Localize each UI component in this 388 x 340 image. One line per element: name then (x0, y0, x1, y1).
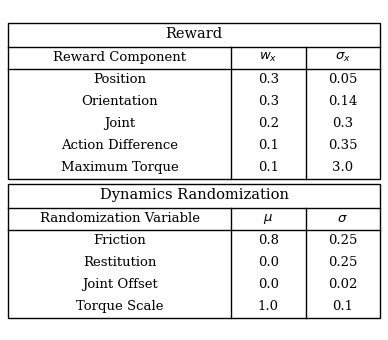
Text: Joint Offset: Joint Offset (82, 278, 158, 291)
Text: 0.14: 0.14 (328, 95, 357, 108)
Text: Reward Component: Reward Component (53, 51, 186, 64)
Text: 1.0: 1.0 (258, 300, 279, 313)
Text: 0.1: 0.1 (332, 300, 353, 313)
Text: 0.0: 0.0 (258, 278, 279, 291)
Text: 0.3: 0.3 (258, 95, 279, 108)
Text: Randomization Variable: Randomization Variable (40, 212, 199, 225)
Text: $w_x$: $w_x$ (259, 51, 277, 64)
Text: Orientation: Orientation (81, 95, 158, 108)
Text: Reward: Reward (165, 28, 223, 41)
Text: 0.05: 0.05 (328, 73, 357, 86)
Text: $\sigma_x$: $\sigma_x$ (335, 51, 351, 64)
Text: 0.35: 0.35 (328, 139, 358, 152)
Text: 0.3: 0.3 (258, 73, 279, 86)
Text: Restitution: Restitution (83, 256, 156, 269)
Text: Action Difference: Action Difference (61, 139, 178, 152)
Text: 0.1: 0.1 (258, 161, 279, 174)
Text: 0.8: 0.8 (258, 234, 279, 247)
Text: 0.25: 0.25 (328, 234, 357, 247)
Bar (8, 184, 380, 318)
Text: Dynamics Randomization: Dynamics Randomization (99, 188, 289, 203)
Text: 0.3: 0.3 (332, 117, 353, 130)
Text: 0.2: 0.2 (258, 117, 279, 130)
Text: $\sigma$: $\sigma$ (338, 212, 348, 225)
Text: Position: Position (93, 73, 146, 86)
Text: Friction: Friction (93, 234, 146, 247)
Text: 0.0: 0.0 (258, 256, 279, 269)
Text: 3.0: 3.0 (332, 161, 353, 174)
Text: Maximum Torque: Maximum Torque (61, 161, 178, 174)
Bar (8, 22, 380, 178)
Text: 0.1: 0.1 (258, 139, 279, 152)
Text: Torque Scale: Torque Scale (76, 300, 163, 313)
Text: Joint: Joint (104, 117, 135, 130)
Text: $\mu$: $\mu$ (263, 211, 274, 225)
Text: 0.25: 0.25 (328, 256, 357, 269)
Text: 0.02: 0.02 (328, 278, 357, 291)
